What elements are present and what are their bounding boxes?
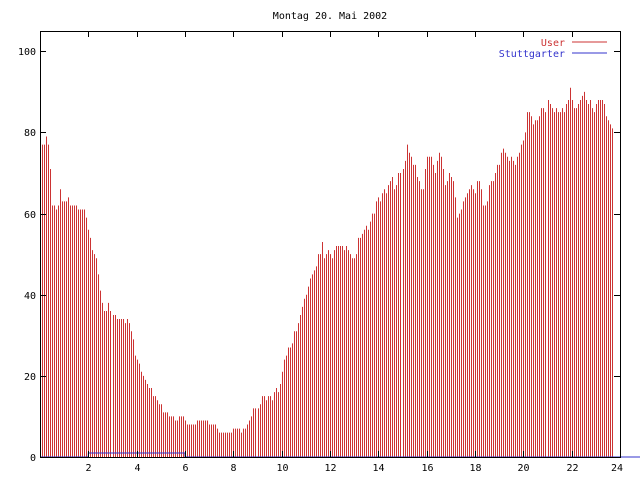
x-tick-label: 24 <box>611 463 623 474</box>
x-tick-label: 2 <box>85 463 91 474</box>
x-tick-label: 18 <box>469 463 481 474</box>
bars-layer <box>40 87 613 457</box>
x-tick-label: 22 <box>566 463 578 474</box>
x-tick-label: 4 <box>134 463 140 474</box>
x-tick-label: 20 <box>517 463 529 474</box>
x-tick-label: 14 <box>372 463 384 474</box>
x-tick-label: 6 <box>182 463 188 474</box>
x-tick-label: 8 <box>230 463 236 474</box>
x-tick-label: 16 <box>421 463 433 474</box>
y-tick-label: 60 <box>24 210 36 221</box>
y-tick-label: 100 <box>18 47 36 58</box>
chart-title: Montag 20. Mai 2002 <box>273 11 387 22</box>
y-tick-label: 40 <box>24 291 36 302</box>
y-tick-label: 0 <box>30 453 36 464</box>
legend-label-user: User <box>541 38 565 49</box>
legend: User Stuttgarter <box>499 38 607 60</box>
legend-label-stuttgarter: Stuttgarter <box>499 49 565 60</box>
x-tick-label: 10 <box>276 463 288 474</box>
x-tick-label: 12 <box>324 463 336 474</box>
y-tick-label: 80 <box>24 128 36 139</box>
y-tick-label: 20 <box>24 372 36 383</box>
